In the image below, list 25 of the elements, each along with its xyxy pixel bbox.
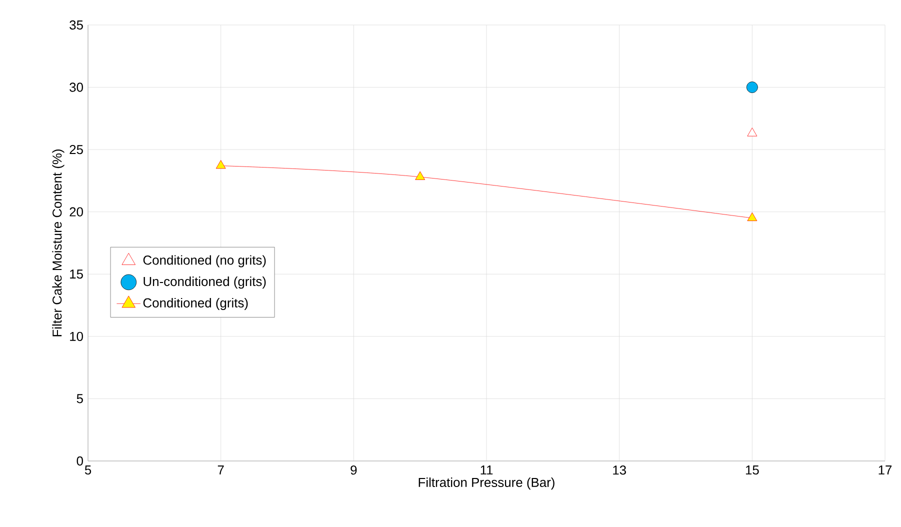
point bbox=[747, 128, 758, 136]
y-tick-label: 10 bbox=[70, 332, 83, 341]
y-axis-title: Filter Cake Moisture Content (%) bbox=[52, 150, 64, 336]
x-tick-label: 11 bbox=[480, 466, 493, 474]
point bbox=[415, 171, 426, 180]
x-tick-label: 5 bbox=[84, 466, 92, 475]
y-tick-label: 35 bbox=[70, 20, 83, 30]
x-tick-label: 13 bbox=[613, 465, 626, 475]
x-tick-label: 9 bbox=[350, 465, 357, 475]
y-tick-label: 20 bbox=[70, 207, 83, 216]
x-tick-label: 7 bbox=[218, 466, 224, 474]
x-tick-label: 17 bbox=[878, 466, 892, 474]
legend-label: Un-conditioned (grits) bbox=[144, 276, 266, 289]
point bbox=[216, 160, 226, 169]
y-tick-label: 15 bbox=[70, 270, 83, 279]
legend-label: Conditioned (grits) bbox=[143, 298, 248, 310]
point bbox=[747, 212, 758, 222]
y-tick-label: 30 bbox=[70, 82, 83, 92]
y-tick-label: 0 bbox=[76, 456, 83, 466]
y-tick-label: 25 bbox=[70, 144, 83, 154]
x-axis-title: Filtration Pressure (Bar) bbox=[418, 477, 554, 490]
x-tick-label: 15 bbox=[746, 466, 759, 475]
y-tick-label: 5 bbox=[76, 394, 83, 404]
point bbox=[746, 82, 758, 93]
legend-label: Conditioned (no grits) bbox=[143, 255, 266, 268]
